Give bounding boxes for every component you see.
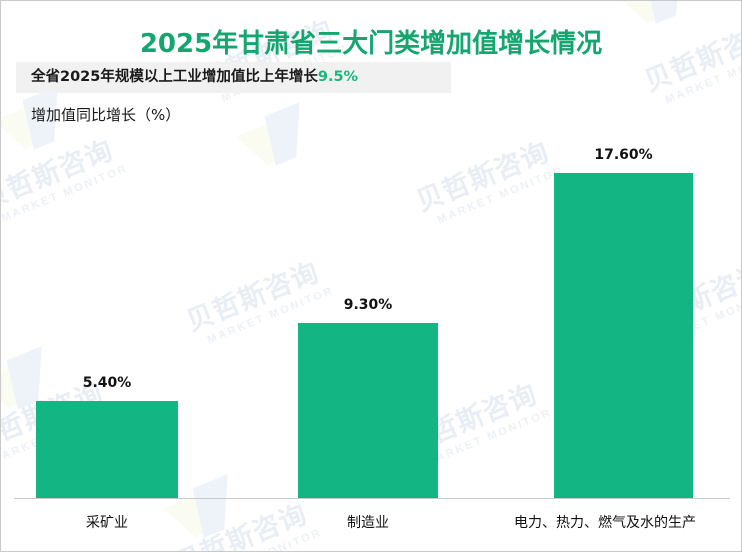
category-label: 采矿业	[86, 515, 128, 531]
bar-series-0[interactable]	[36, 401, 178, 498]
subtitle-banner: 全省2025年规模以上工业增加值比上年增长 9.5%	[16, 62, 451, 93]
bar-value-label: 17.60%	[594, 147, 653, 163]
category-label: 电力、热力、燃气及水的生产	[514, 515, 696, 531]
x-axis-baseline	[14, 498, 730, 499]
bar-value-label: 5.40%	[82, 375, 132, 391]
page-title: 2025年甘肃省三大门类增加值增长情况	[139, 29, 603, 59]
category-label: 制造业	[347, 515, 389, 531]
bar-value-label: 9.30%	[343, 297, 393, 313]
bar-series-1[interactable]	[298, 323, 438, 498]
subtitle-text: 全省2025年规模以上工业增加值比上年增长	[31, 69, 318, 86]
subtitle-highlight-value: 9.5%	[317, 69, 359, 86]
bar-series-2[interactable]	[554, 173, 693, 498]
y-axis-label: 增加值同比增长（%）	[31, 106, 181, 124]
